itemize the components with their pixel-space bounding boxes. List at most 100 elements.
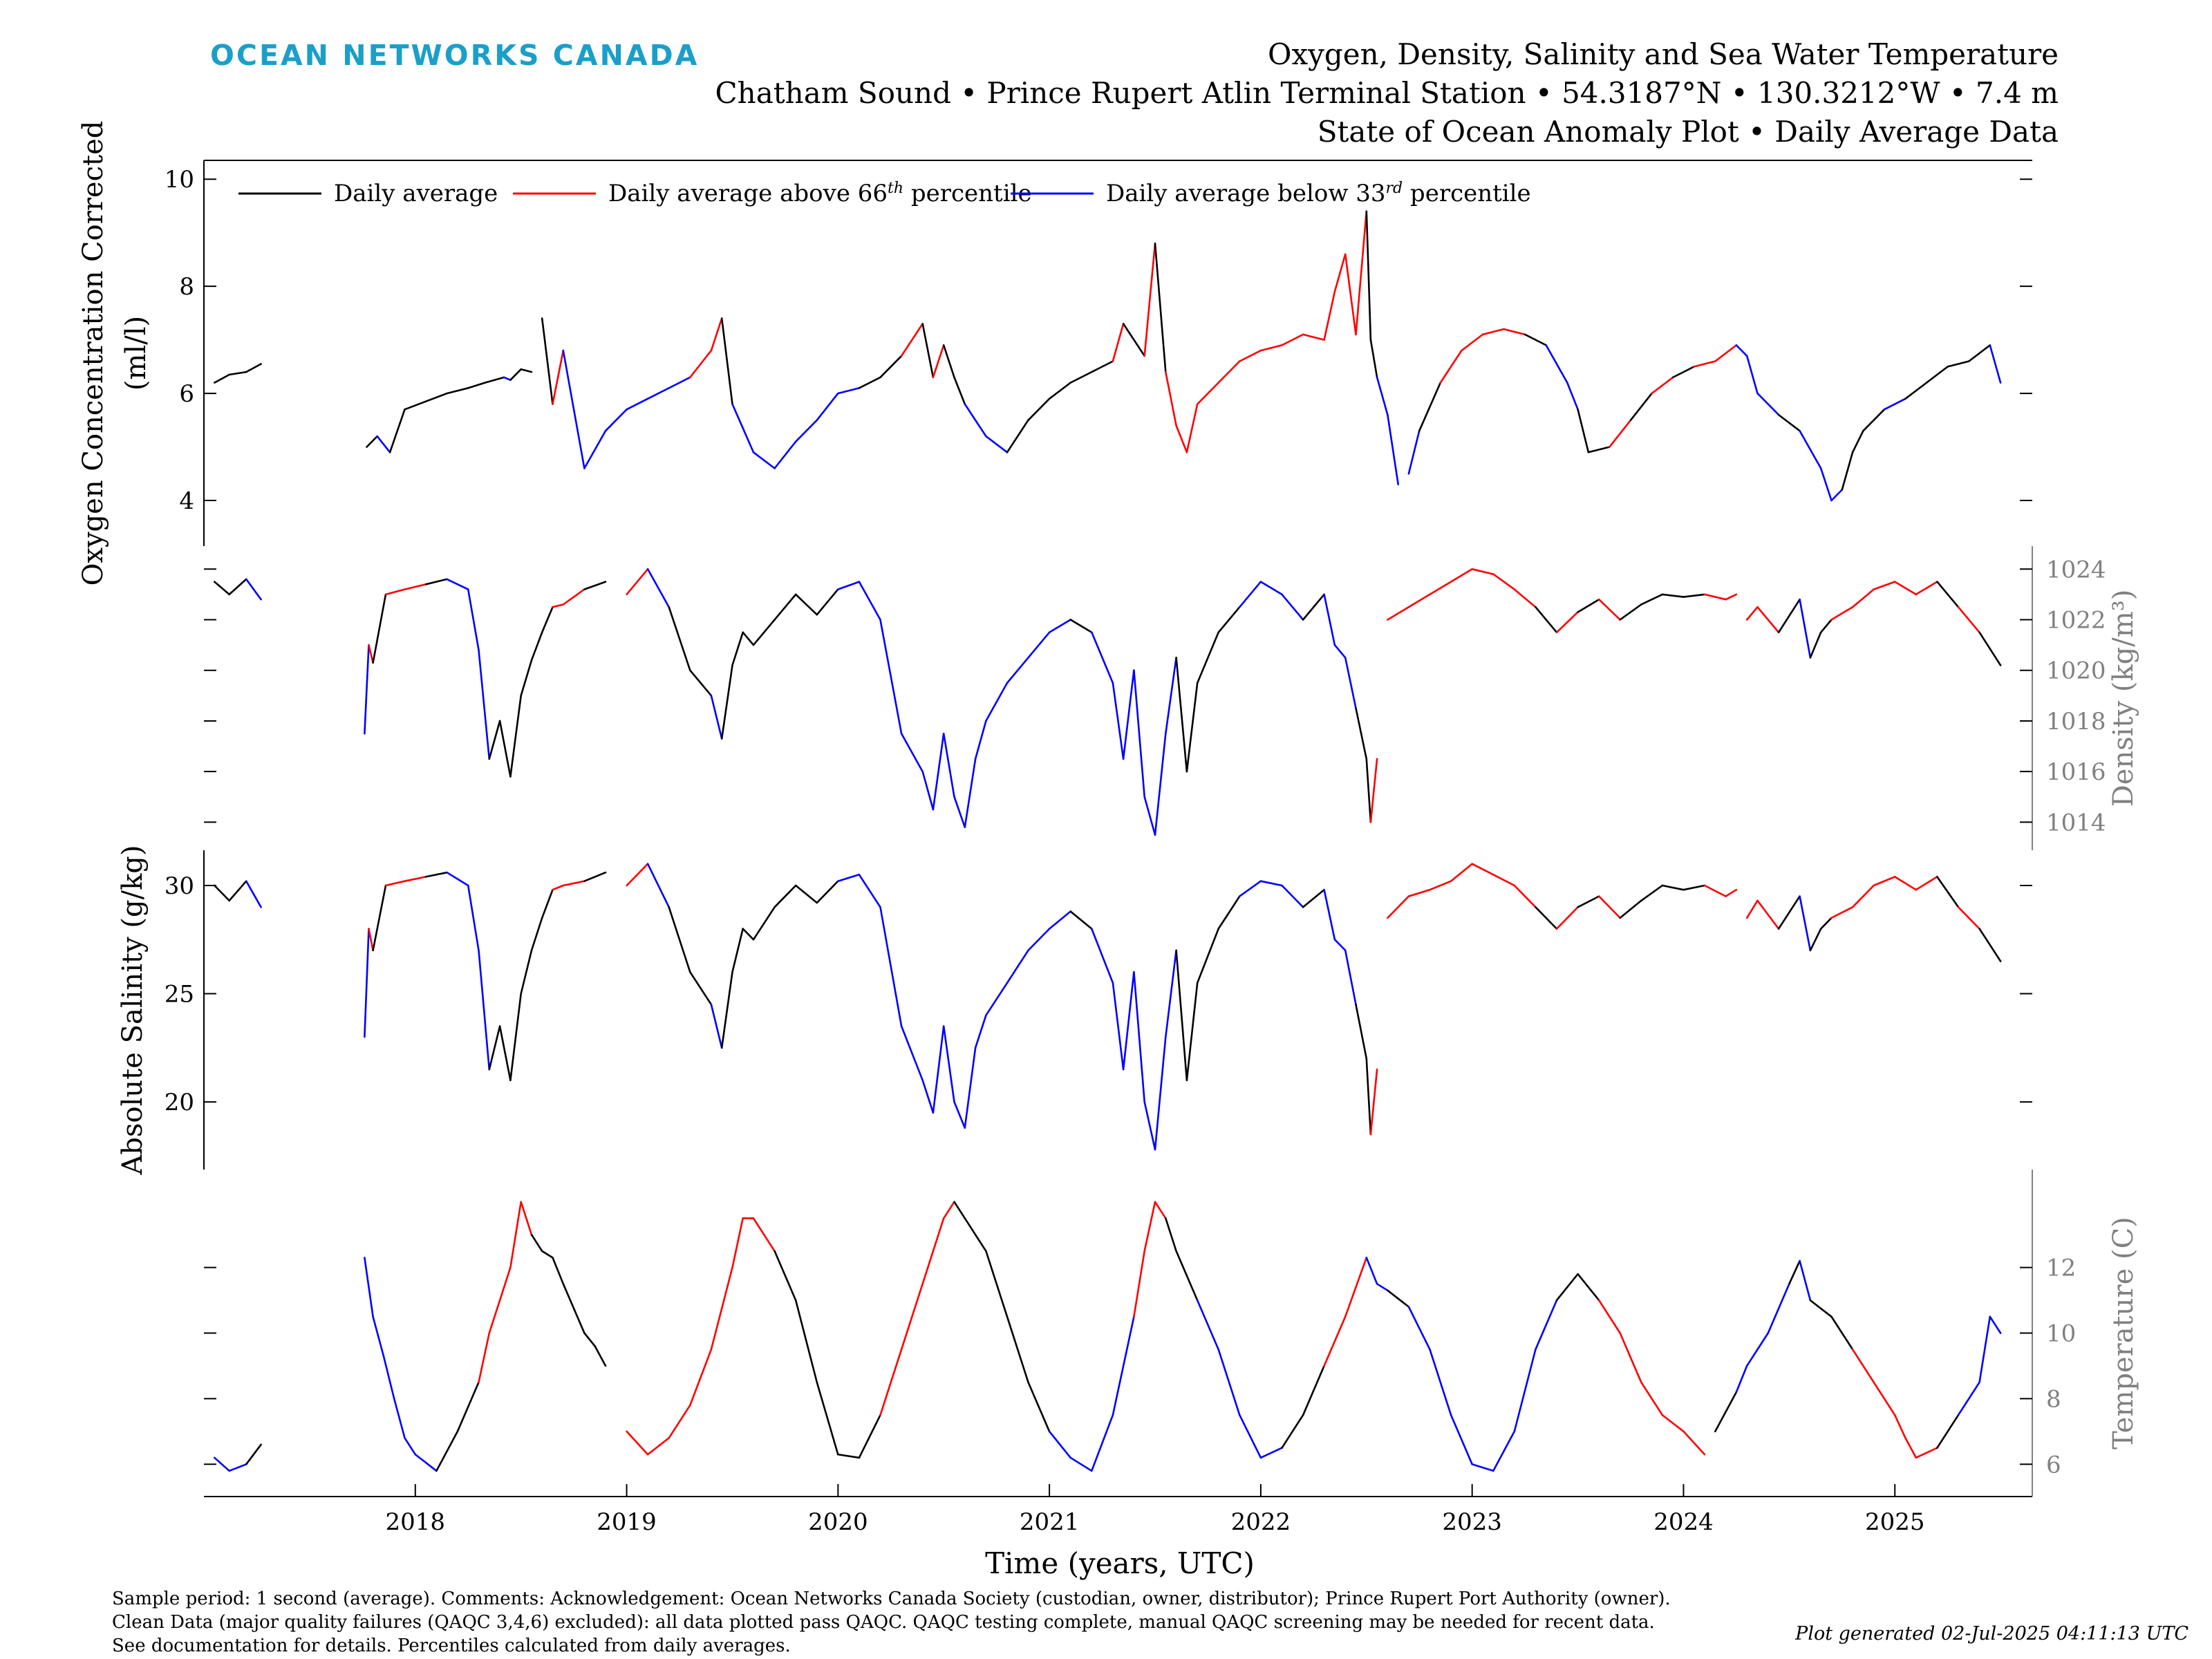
density-segment bbox=[1777, 598, 1801, 634]
oxygen-segment bbox=[1799, 429, 1822, 469]
density-segment bbox=[1683, 593, 1706, 598]
temperature-segment bbox=[1112, 1315, 1135, 1416]
density-tick-label: 1022 bbox=[2046, 607, 2106, 635]
oxygen-segment bbox=[1196, 382, 1219, 405]
temperature-segment bbox=[626, 1430, 649, 1456]
density-segment bbox=[1323, 593, 1336, 646]
salinity-segment bbox=[384, 880, 406, 887]
oxygen-segment bbox=[964, 403, 987, 438]
panel-frames bbox=[204, 160, 2032, 1497]
temperature-segment bbox=[1597, 1299, 1621, 1334]
temperature-segment bbox=[509, 1201, 523, 1268]
temperature-tick-label: 12 bbox=[2046, 1255, 2076, 1282]
oxygen-segment bbox=[1745, 355, 1759, 395]
temperature-segment bbox=[985, 1250, 1009, 1318]
temperature-segment bbox=[1555, 1273, 1579, 1302]
salinity-segment bbox=[1027, 928, 1051, 952]
density-segment bbox=[1344, 657, 1357, 709]
temperature-segment bbox=[1091, 1414, 1114, 1472]
oxygen-segment bbox=[1302, 333, 1325, 341]
salinity-segment bbox=[688, 971, 713, 1006]
density-segment bbox=[1978, 631, 2002, 666]
density-segment bbox=[1006, 657, 1029, 684]
salinity-segment bbox=[1217, 895, 1241, 930]
footer-notes: Sample period: 1 second (average). Comme… bbox=[112, 1587, 1671, 1658]
density-segment bbox=[1369, 758, 1378, 823]
oxygen-segment bbox=[484, 376, 505, 384]
oxygen-segment bbox=[626, 397, 649, 411]
salinity-segment bbox=[1302, 888, 1325, 908]
temperature-segment bbox=[1893, 1414, 1906, 1439]
density-segment bbox=[742, 631, 755, 646]
salinity-ylabel: Absolute Salinity (g/kg) bbox=[117, 845, 149, 1175]
salinity-segment bbox=[1048, 910, 1071, 930]
oxygen-segment bbox=[1481, 328, 1505, 336]
salinity-segment bbox=[467, 884, 480, 952]
temperature-segment bbox=[1745, 1332, 1770, 1367]
salinity-segment bbox=[646, 863, 671, 908]
density-segment bbox=[245, 578, 262, 601]
oxygen-segment bbox=[816, 392, 839, 422]
temperature-segment bbox=[752, 1217, 765, 1236]
salinity-segment bbox=[372, 884, 387, 952]
salinity-segment bbox=[1555, 906, 1579, 930]
temperature-segment bbox=[1577, 1273, 1600, 1302]
density-segment bbox=[1799, 598, 1812, 659]
temperature-segment bbox=[1302, 1365, 1325, 1416]
density-segment bbox=[562, 588, 585, 606]
density-segment bbox=[1143, 796, 1156, 836]
salinity-segment bbox=[1333, 938, 1347, 952]
temperature-segment bbox=[1957, 1381, 1980, 1416]
temperature-segment bbox=[393, 1398, 406, 1439]
salinity-tick-label: 20 bbox=[165, 1089, 194, 1116]
salinity-segment bbox=[1873, 876, 1896, 887]
salinity-segment bbox=[816, 880, 839, 904]
oxygen-segment bbox=[1112, 323, 1125, 362]
temperature-segment bbox=[900, 1283, 924, 1351]
temperature-tick-label: 10 bbox=[2046, 1320, 2076, 1348]
temperature-segment bbox=[858, 1414, 881, 1459]
salinity-segment bbox=[1196, 928, 1219, 984]
salinity-segment bbox=[1830, 906, 1854, 919]
temperature-segment bbox=[816, 1381, 839, 1456]
temperature-segment bbox=[456, 1381, 480, 1433]
salinity-segment bbox=[1185, 982, 1199, 1082]
temperature-segment bbox=[1873, 1381, 1896, 1416]
oxygen-segment bbox=[1756, 392, 1780, 416]
temperature-segment bbox=[1196, 1299, 1219, 1351]
temperature-segment bbox=[245, 1443, 262, 1465]
salinity-segment bbox=[1133, 971, 1145, 1103]
oxygen-tick-label: 10 bbox=[165, 166, 194, 194]
temperature-segment bbox=[1714, 1391, 1738, 1433]
legend-red-label: Daily average above 66th percentile bbox=[608, 180, 1032, 208]
temperature-segment bbox=[974, 1233, 987, 1253]
salinity-series bbox=[213, 863, 2002, 1151]
oxygen-segment bbox=[1217, 360, 1241, 384]
oxygen-segment bbox=[1609, 419, 1632, 448]
temperature-segment bbox=[1259, 1447, 1283, 1459]
oxygen-segment bbox=[467, 382, 487, 389]
density-segment bbox=[541, 606, 554, 634]
salinity-segment bbox=[1640, 884, 1664, 902]
oxygen-segment bbox=[953, 376, 966, 405]
density-segment bbox=[837, 581, 861, 590]
salinity-segment bbox=[710, 1003, 723, 1049]
density-segment bbox=[1407, 593, 1431, 608]
density-segment bbox=[816, 588, 839, 616]
temperature-segment bbox=[530, 1233, 543, 1253]
density-segment bbox=[488, 720, 501, 760]
temperature-segment bbox=[942, 1201, 955, 1219]
temperature-segment bbox=[562, 1283, 585, 1334]
salinity-segment bbox=[774, 884, 797, 908]
salinity-segment bbox=[478, 949, 491, 1071]
salinity-segment bbox=[794, 884, 818, 904]
salinity-segment bbox=[488, 1025, 501, 1071]
oxygen-segment bbox=[1671, 366, 1696, 379]
density-segment bbox=[1185, 682, 1199, 773]
density-segment bbox=[1259, 581, 1283, 596]
density-segment bbox=[1217, 606, 1241, 634]
temperature-segment bbox=[763, 1233, 776, 1253]
salinity-segment bbox=[213, 884, 231, 902]
salinity-segment bbox=[520, 949, 533, 995]
temperature-segment bbox=[541, 1250, 554, 1259]
